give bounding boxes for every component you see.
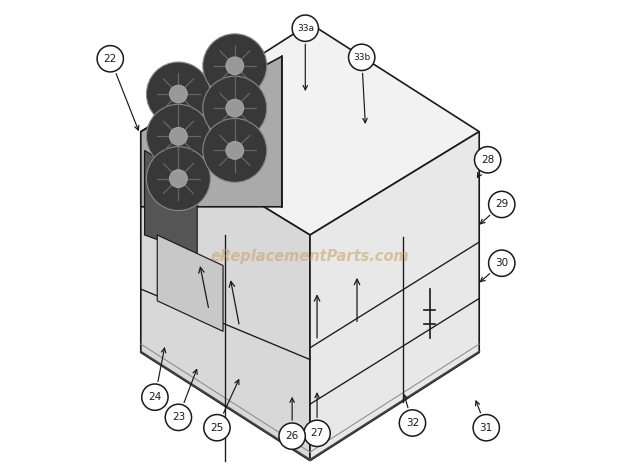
Circle shape — [142, 384, 168, 410]
Text: 30: 30 — [495, 258, 508, 268]
Polygon shape — [141, 132, 310, 461]
Circle shape — [204, 415, 230, 441]
Circle shape — [226, 141, 244, 159]
Polygon shape — [141, 56, 282, 207]
Circle shape — [166, 404, 192, 431]
Circle shape — [304, 420, 330, 446]
Text: 27: 27 — [311, 428, 324, 439]
Circle shape — [169, 170, 187, 188]
Circle shape — [146, 147, 210, 211]
Circle shape — [399, 410, 425, 436]
Circle shape — [226, 57, 244, 75]
Circle shape — [203, 118, 267, 182]
Circle shape — [474, 147, 501, 173]
Circle shape — [169, 85, 187, 103]
Polygon shape — [141, 24, 479, 235]
Circle shape — [489, 250, 515, 276]
Circle shape — [169, 127, 187, 145]
Polygon shape — [157, 235, 223, 331]
Circle shape — [226, 99, 244, 117]
Text: 29: 29 — [495, 199, 508, 210]
Text: 28: 28 — [481, 155, 494, 165]
Polygon shape — [144, 150, 197, 254]
Text: 26: 26 — [286, 431, 299, 441]
Text: 31: 31 — [480, 423, 493, 433]
Text: 32: 32 — [406, 418, 419, 428]
Circle shape — [489, 191, 515, 218]
Text: 33a: 33a — [297, 24, 314, 33]
Polygon shape — [310, 132, 479, 461]
Circle shape — [279, 423, 305, 449]
Text: 33b: 33b — [353, 53, 370, 62]
Circle shape — [203, 34, 267, 98]
Circle shape — [292, 15, 319, 41]
Text: eReplacementParts.com: eReplacementParts.com — [211, 249, 409, 264]
Circle shape — [473, 415, 499, 441]
Text: 22: 22 — [104, 54, 117, 64]
Text: 23: 23 — [172, 412, 185, 423]
Circle shape — [203, 76, 267, 140]
Circle shape — [146, 62, 210, 126]
Circle shape — [146, 104, 210, 168]
Text: 25: 25 — [210, 423, 224, 433]
Circle shape — [348, 44, 375, 70]
Text: 24: 24 — [148, 392, 162, 402]
Circle shape — [97, 46, 123, 72]
